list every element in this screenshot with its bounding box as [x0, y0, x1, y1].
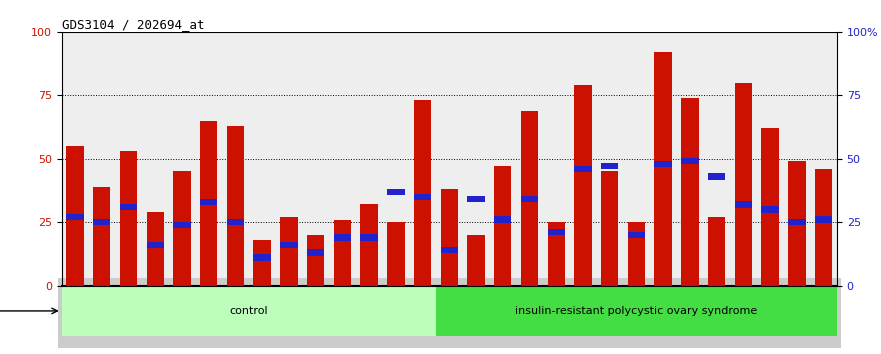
Bar — [174, 222, 190, 228]
Bar — [681, 98, 699, 286]
Bar — [120, 151, 137, 286]
Bar — [494, 216, 512, 223]
Bar — [655, 52, 672, 286]
Bar — [200, 199, 218, 205]
Bar — [360, 204, 378, 286]
Bar — [254, 240, 270, 286]
Bar — [494, 166, 512, 286]
Bar — [93, 187, 110, 286]
Bar — [146, 212, 164, 286]
Bar — [548, 229, 565, 235]
Text: insulin-resistant polycystic ovary syndrome: insulin-resistant polycystic ovary syndr… — [515, 306, 758, 316]
Bar — [280, 217, 298, 286]
Bar — [628, 232, 645, 238]
Bar — [254, 255, 270, 261]
Bar — [414, 194, 432, 200]
Bar — [735, 201, 752, 207]
Bar — [761, 206, 779, 213]
Bar — [708, 173, 725, 179]
Bar — [735, 82, 752, 286]
Bar — [601, 171, 618, 286]
Bar — [788, 161, 805, 286]
Text: GDS3104 / 202694_at: GDS3104 / 202694_at — [62, 18, 204, 31]
Bar — [334, 234, 351, 240]
Bar — [440, 189, 458, 286]
Text: control: control — [229, 306, 268, 316]
Bar — [62, 286, 436, 336]
Bar — [521, 110, 538, 286]
Bar — [66, 214, 84, 220]
Bar — [521, 196, 538, 202]
Bar — [120, 204, 137, 210]
Bar — [280, 242, 298, 248]
Bar — [93, 219, 110, 225]
Bar — [334, 219, 351, 286]
Bar — [226, 219, 244, 225]
Bar — [226, 126, 244, 286]
Bar — [360, 234, 378, 240]
Bar — [467, 196, 485, 202]
Bar — [708, 217, 725, 286]
Bar — [815, 169, 833, 286]
Bar — [174, 171, 190, 286]
Bar — [574, 85, 592, 286]
Bar — [307, 250, 324, 256]
Bar — [440, 247, 458, 253]
Bar — [815, 216, 833, 223]
Bar — [387, 189, 404, 195]
Bar — [681, 158, 699, 164]
Bar — [548, 222, 565, 286]
Bar — [414, 101, 432, 286]
Bar — [601, 163, 618, 170]
Bar — [146, 242, 164, 248]
Bar — [387, 222, 404, 286]
Bar — [66, 146, 84, 286]
Bar — [574, 166, 592, 172]
Bar — [467, 235, 485, 286]
Bar — [436, 286, 837, 336]
Bar — [788, 219, 805, 225]
Bar — [200, 121, 218, 286]
Bar — [307, 235, 324, 286]
Bar — [655, 161, 672, 167]
Bar — [761, 128, 779, 286]
Bar — [628, 222, 645, 286]
